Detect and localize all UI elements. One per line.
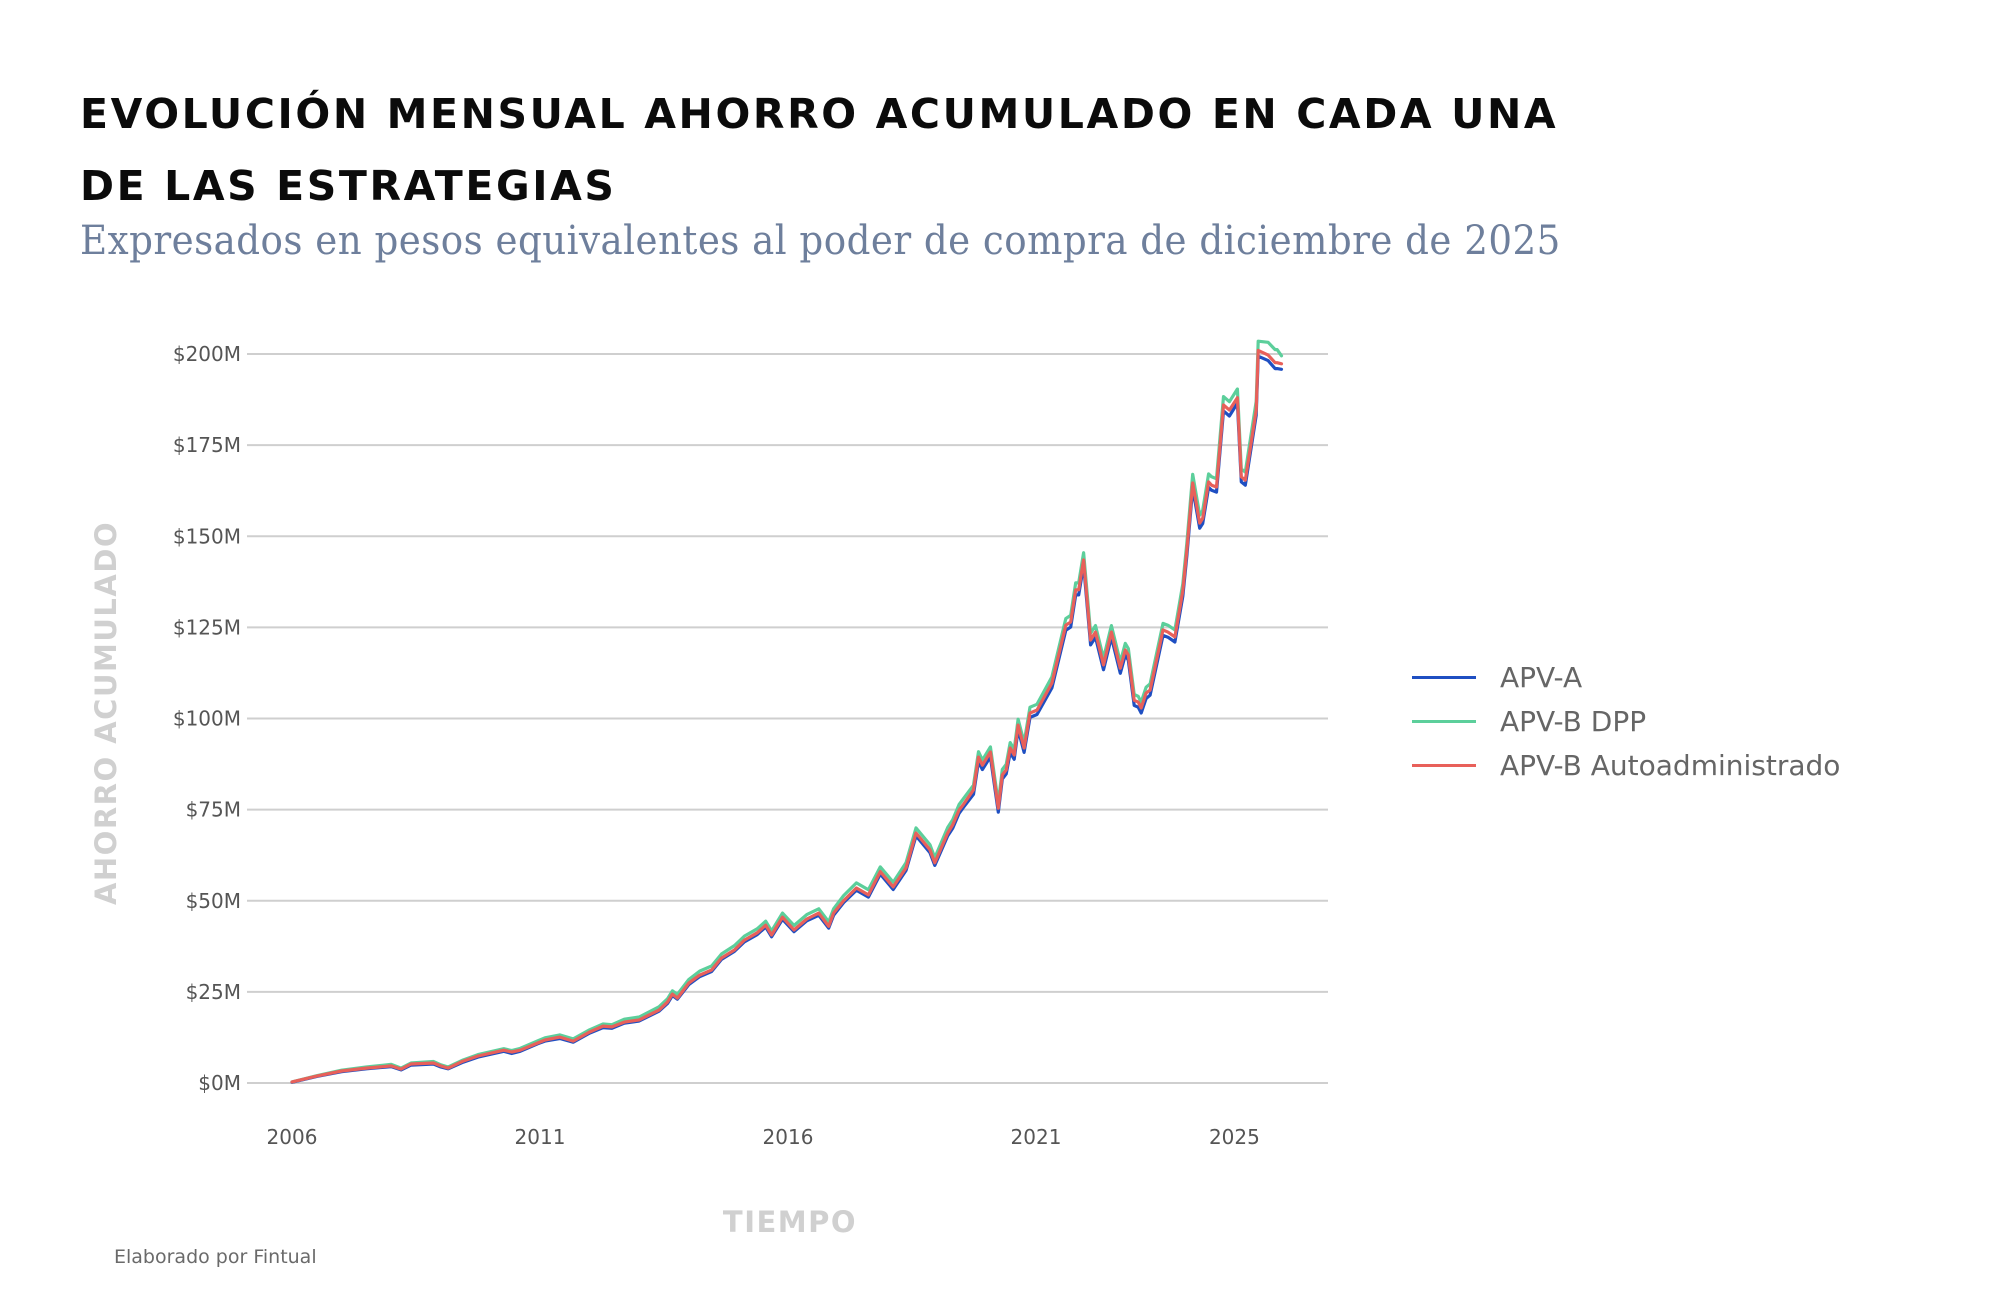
y-tick-label: $150M: [173, 524, 241, 548]
y-tick-label: $0M: [198, 1071, 241, 1095]
x-tick-label: 2006: [267, 1125, 318, 1149]
series-line-apv-b-autoadministrado: [290, 348, 1284, 1084]
y-tick-label: $100M: [173, 707, 241, 731]
x-axis-title: TIEMPO: [723, 1205, 857, 1239]
y-tick-label: $200M: [173, 342, 241, 366]
x-axis-ticks: 2006 2011 2016 2021 2025: [267, 1125, 1260, 1149]
y-tick-label: $125M: [173, 615, 241, 639]
credit-footer: Elaborado por Fintual: [114, 1246, 317, 1268]
x-tick-label: 2025: [1209, 1125, 1260, 1149]
chart-title: EVOLUCIÓN MENSUAL AHORRO ACUMULADO EN CA…: [80, 78, 1680, 222]
legend-swatch: [1412, 675, 1476, 679]
series-line-apv-b-dpp: [290, 339, 1284, 1084]
legend-item[interactable]: APV-B Autoadministrado: [1412, 743, 1840, 787]
x-tick-label: 2016: [763, 1125, 814, 1149]
legend-label: APV-B DPP: [1500, 704, 1647, 738]
legend: APV-A APV-B DPP APV-B Autoadministrado: [1412, 655, 1840, 787]
chart-title-line-2: DE LAS ESTRATEGIAS: [80, 162, 617, 210]
y-tick-label: $175M: [173, 433, 241, 457]
y-axis-ticks: $0M $25M $50M $75M $100M $125M $150M $175M $200M: [173, 342, 241, 1095]
legend-swatch: [1412, 763, 1476, 767]
legend-item[interactable]: APV-A: [1412, 655, 1840, 699]
x-tick-label: 2011: [515, 1125, 566, 1149]
x-tick-label: 2021: [1011, 1125, 1062, 1149]
y-tick-label: $75M: [186, 798, 241, 822]
gridlines: [247, 353, 1328, 1084]
y-tick-label: $50M: [186, 889, 241, 913]
y-tick-label: $25M: [186, 980, 241, 1004]
legend-label: APV-A: [1500, 660, 1583, 694]
legend-item[interactable]: APV-B DPP: [1412, 699, 1840, 743]
legend-swatch: [1412, 719, 1476, 723]
y-axis-title: AHORRO ACUMULADO: [89, 521, 123, 905]
chart-title-line-1: EVOLUCIÓN MENSUAL AHORRO ACUMULADO EN CA…: [80, 90, 1559, 138]
legend-label: APV-B Autoadministrado: [1500, 748, 1841, 782]
chart-subtitle: Expresados en pesos equivalentes al pode…: [80, 218, 1561, 264]
series-lines: [290, 339, 1284, 1084]
